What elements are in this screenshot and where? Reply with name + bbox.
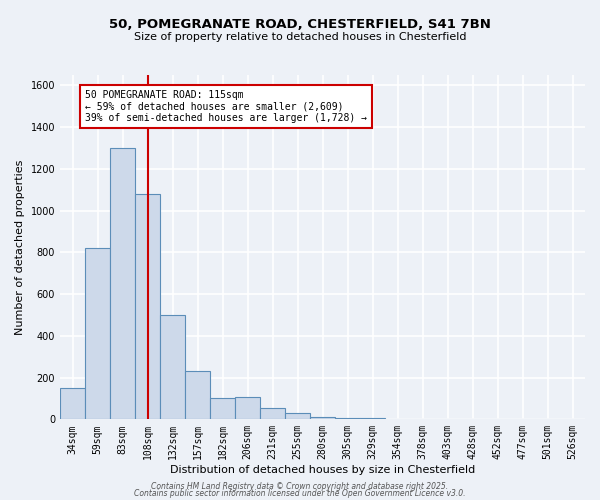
Bar [160, 315, 185, 420]
Bar [310, 417, 335, 420]
Text: Contains HM Land Registry data © Crown copyright and database right 2025.: Contains HM Land Registry data © Crown c… [151, 482, 449, 491]
X-axis label: Distribution of detached houses by size in Chesterfield: Distribution of detached houses by size … [170, 465, 475, 475]
Bar [360, 418, 385, 420]
Bar [60, 388, 85, 420]
Bar [135, 194, 160, 420]
Text: 50, POMEGRANATE ROAD, CHESTERFIELD, S41 7BN: 50, POMEGRANATE ROAD, CHESTERFIELD, S41 … [109, 18, 491, 30]
Bar [285, 413, 310, 420]
Bar [85, 248, 110, 420]
Bar [210, 398, 235, 419]
Bar [110, 148, 135, 419]
Bar [235, 398, 260, 419]
Y-axis label: Number of detached properties: Number of detached properties [15, 160, 25, 335]
Bar [260, 408, 285, 420]
Bar [335, 418, 360, 420]
Bar [185, 372, 210, 420]
Text: Size of property relative to detached houses in Chesterfield: Size of property relative to detached ho… [134, 32, 466, 42]
Text: 50 POMEGRANATE ROAD: 115sqm
← 59% of detached houses are smaller (2,609)
39% of : 50 POMEGRANATE ROAD: 115sqm ← 59% of det… [85, 90, 367, 123]
Text: Contains public sector information licensed under the Open Government Licence v3: Contains public sector information licen… [134, 489, 466, 498]
